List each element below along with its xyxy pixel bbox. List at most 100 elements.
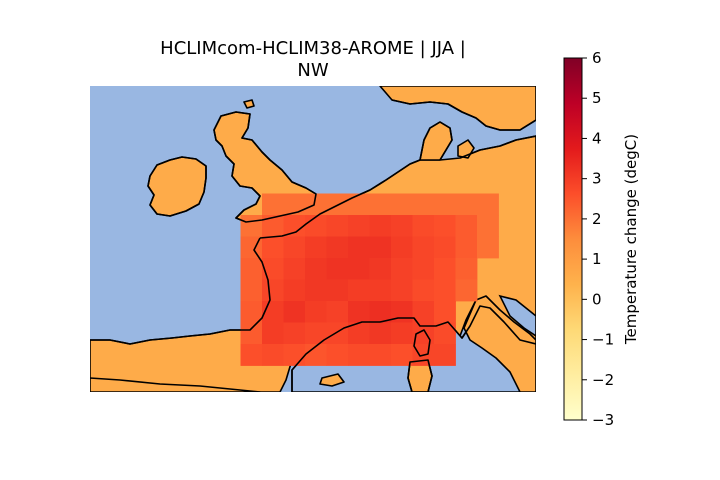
grid-cell xyxy=(455,193,478,216)
coastline-layer xyxy=(90,99,536,392)
grid-cell xyxy=(348,193,370,216)
grid-cell xyxy=(434,193,456,216)
grid-cell xyxy=(455,215,478,237)
grid-cell xyxy=(477,215,499,237)
grid-cell xyxy=(283,236,306,259)
colorbar-tick-label: 3 xyxy=(592,170,602,188)
coast-baltic xyxy=(459,135,536,159)
grid-cell xyxy=(391,193,413,216)
grid-cell xyxy=(240,301,263,323)
grid-cell xyxy=(326,236,349,259)
grid-cell xyxy=(348,236,370,259)
land-italy xyxy=(463,295,536,392)
colorbar-ticks: −3 −2 −1 0 1 2 3 4 5 6 xyxy=(582,49,614,429)
grid-cell xyxy=(283,258,306,280)
grid-cell xyxy=(348,258,370,280)
grid-cell xyxy=(412,236,435,259)
colorbar-tick-label: 2 xyxy=(592,210,602,228)
grid-cell xyxy=(262,344,284,366)
grid-cell xyxy=(369,258,392,280)
grid-cell xyxy=(434,236,456,259)
grid-cell xyxy=(391,236,413,259)
colorbar-tick-label: −3 xyxy=(592,411,614,429)
grid-cell xyxy=(305,258,327,280)
grid-cell xyxy=(326,279,349,302)
grid-cell xyxy=(434,344,456,366)
grid-cell xyxy=(305,344,327,366)
coast-france-atlantic xyxy=(259,159,421,239)
grid-cell xyxy=(477,236,499,259)
grid-cell xyxy=(283,193,306,216)
grid-cell xyxy=(348,301,370,323)
grid-cell xyxy=(477,193,499,216)
colorbar: −3 −2 −1 0 1 2 3 4 5 6 Temperature change (degC) xyxy=(563,49,640,429)
colorbar-gradient xyxy=(563,57,583,421)
coast-scandinavia xyxy=(391,99,536,131)
grid-cell xyxy=(412,301,435,323)
grid-cell xyxy=(434,279,456,302)
grid-cell xyxy=(412,215,435,237)
colorbar-tick-label: 5 xyxy=(592,89,602,107)
land-mallorca-top xyxy=(319,373,345,387)
grid-cell xyxy=(240,236,263,259)
chart-title-line-1: HCLIMcom-HCLIM38-AROME | JJA | xyxy=(160,38,466,59)
grid-cell xyxy=(305,193,327,216)
grid-cell xyxy=(305,236,327,259)
grid-cell xyxy=(326,322,349,345)
grid-cell xyxy=(283,344,306,366)
grid-cell xyxy=(391,215,413,237)
coast-mediterranean xyxy=(291,305,536,392)
grid-cell xyxy=(348,279,370,302)
coast-sardinia xyxy=(407,359,433,392)
grid-cell xyxy=(369,301,392,323)
grid-cell xyxy=(262,279,284,302)
land-orkney xyxy=(243,99,255,109)
grid-cell xyxy=(240,215,263,237)
land-north-africa xyxy=(90,377,261,392)
grid-cell xyxy=(240,258,263,280)
grid-cell xyxy=(283,279,306,302)
grid-cell xyxy=(283,215,306,237)
grid-cell xyxy=(412,193,435,216)
colorbar-tick-label: −2 xyxy=(592,371,614,389)
grid-cell xyxy=(369,215,392,237)
grid-cell xyxy=(262,258,284,280)
colorbar-tick-label: 0 xyxy=(592,290,602,308)
grid-cell xyxy=(391,279,413,302)
grid-cell xyxy=(455,236,478,259)
coast-ireland xyxy=(147,156,207,217)
grid-cell xyxy=(240,279,263,302)
grid-cell xyxy=(305,215,327,237)
grid-cells-layer xyxy=(240,193,499,366)
grid-cell xyxy=(326,215,349,237)
grid-cell xyxy=(369,279,392,302)
grid-cell xyxy=(391,258,413,280)
grid-cell xyxy=(412,279,435,302)
grid-cell xyxy=(391,344,413,366)
grid-cell xyxy=(262,322,284,345)
grid-cell xyxy=(369,344,392,366)
grid-cell xyxy=(240,344,263,366)
grid-cell xyxy=(434,215,456,237)
colorbar-tick-label: −1 xyxy=(592,331,614,349)
grid-cell xyxy=(348,215,370,237)
adriatic-sea xyxy=(498,294,536,337)
grid-cell xyxy=(455,279,478,302)
grid-cell xyxy=(326,301,349,323)
grid-cell xyxy=(369,322,392,345)
grid-cell xyxy=(434,258,456,280)
grid-cell xyxy=(305,301,327,323)
grid-cell xyxy=(434,322,456,345)
grid-cell xyxy=(240,322,263,345)
grid-cell xyxy=(283,322,306,345)
coast-great-britain xyxy=(213,111,317,223)
coast-denmark xyxy=(419,121,453,161)
grid-cell xyxy=(391,322,413,345)
grid-cell xyxy=(455,258,478,280)
grid-cell xyxy=(369,193,392,216)
grid-cell xyxy=(326,344,349,366)
grid-cell xyxy=(283,301,306,323)
grid-cell xyxy=(369,236,392,259)
colorbar-label: Temperature change (degC) xyxy=(622,134,640,345)
